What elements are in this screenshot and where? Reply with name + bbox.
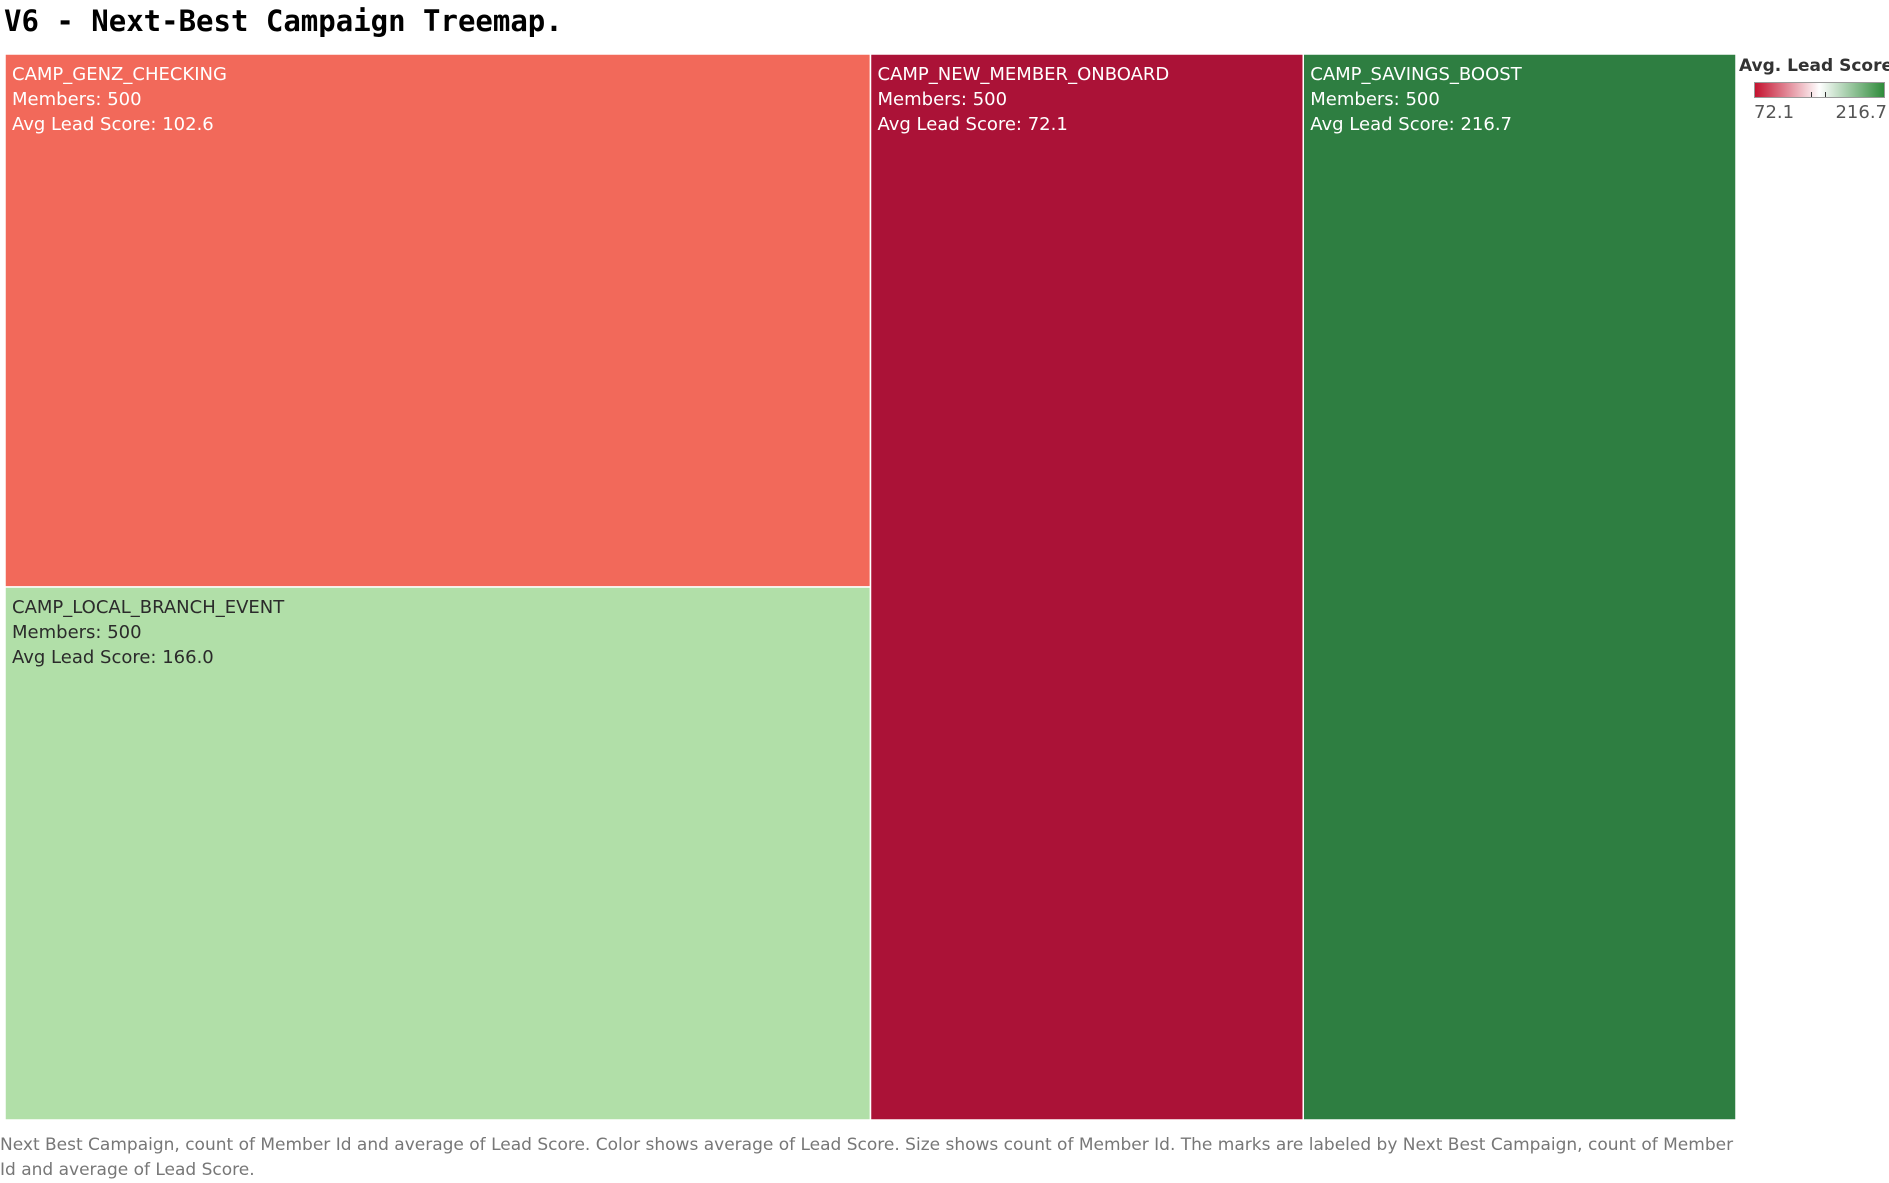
tile-members-label: Members: 500	[878, 89, 1008, 110]
tile-campaign-label: CAMP_SAVINGS_BOOST	[1310, 64, 1522, 85]
legend-min-label: 72.1	[1754, 102, 1795, 123]
color-legend: Avg. Lead Score 72.1 216.7	[1739, 56, 1889, 123]
tile-members-label: Members: 500	[12, 89, 142, 110]
tile-avg-score-label: Avg Lead Score: 166.0	[12, 647, 214, 668]
legend-color-ramp	[1754, 82, 1885, 98]
tile-members-label: Members: 500	[1310, 89, 1440, 110]
tile-camp-local-branch-event[interactable]: CAMP_LOCAL_BRANCH_EVENT Members: 500 Avg L…	[4, 586, 872, 1121]
tile-rect[interactable]	[4, 53, 872, 588]
tile-avg-score-label: Avg Lead Score: 216.7	[1310, 114, 1512, 135]
tile-avg-score-label: Avg Lead Score: 102.6	[12, 114, 214, 135]
tile-camp-new-member-onboard[interactable]: CAMP_NEW_MEMBER_ONBOARD Members: 500 Avg L…	[869, 53, 1304, 1121]
legend-tick	[1811, 92, 1812, 97]
tile-camp-genz-checking[interactable]: CAMP_GENZ_CHECKING Members: 500 Avg Lead S…	[4, 53, 872, 588]
tile-members-label: Members: 500	[12, 622, 142, 643]
chart-title: V6 - Next-Best Campaign Treemap.	[4, 4, 563, 38]
tile-campaign-label: CAMP_LOCAL_BRANCH_EVENT	[12, 597, 285, 618]
legend-max-label: 216.7	[1835, 102, 1887, 123]
tile-camp-savings-boost[interactable]: CAMP_SAVINGS_BOOST Members: 500 Avg Lead S…	[1302, 53, 1737, 1121]
tile-rect[interactable]	[869, 53, 1304, 1121]
legend-tick	[1825, 92, 1826, 97]
tile-avg-score-label: Avg Lead Score: 72.1	[878, 114, 1068, 135]
tile-campaign-label: CAMP_NEW_MEMBER_ONBOARD	[878, 64, 1170, 85]
tile-rect[interactable]	[1302, 53, 1737, 1121]
tile-campaign-label: CAMP_GENZ_CHECKING	[12, 64, 227, 85]
legend-title: Avg. Lead Score	[1739, 56, 1889, 76]
tile-rect[interactable]	[4, 586, 872, 1121]
chart-caption: Next Best Campaign, count of Member Id a…	[0, 1135, 1734, 1180]
